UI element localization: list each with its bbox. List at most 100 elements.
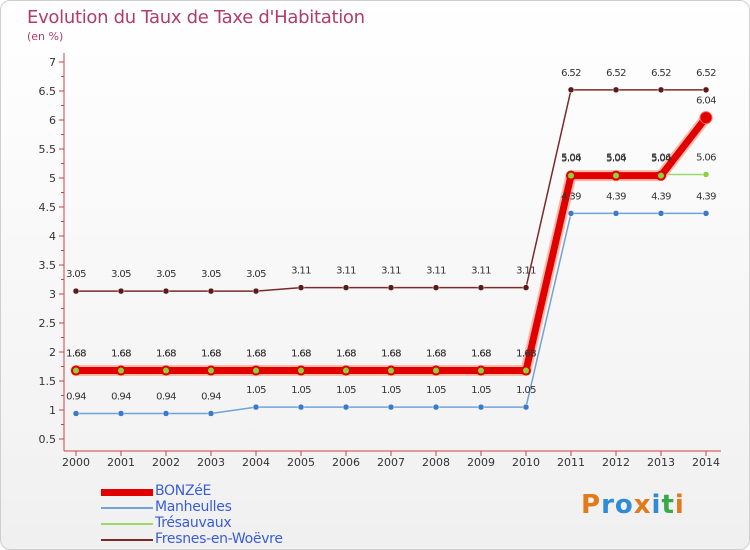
x-tick-label: 2011 (557, 456, 585, 469)
x-tick-label: 2007 (377, 456, 405, 469)
data-label: 1.68 (66, 349, 86, 360)
data-point (117, 410, 125, 417)
legend-label-bonzee: BONZéE (155, 483, 212, 499)
x-tick-label: 2013 (647, 456, 675, 469)
x-tick-label: 2004 (242, 456, 270, 469)
data-label: 6.04 (696, 96, 716, 107)
data-label: 3.11 (291, 266, 311, 277)
legend-swatch-bonzee (101, 489, 153, 496)
logo-letter: x (633, 490, 652, 520)
data-point (567, 210, 575, 217)
logo-letter: r (601, 490, 615, 520)
y-tick-label: 3.5 (39, 259, 57, 272)
data-label: 5.06 (651, 153, 671, 164)
data-point (702, 86, 710, 94)
data-label: 1.68 (471, 349, 491, 360)
data-label: 1.68 (111, 349, 131, 360)
y-tick-label: 5.5 (39, 143, 57, 156)
data-point (297, 403, 305, 411)
x-tick-label: 2005 (287, 456, 315, 469)
data-point (657, 86, 665, 94)
legend-swatch-tresauvaux (101, 523, 153, 525)
data-label: 1.68 (426, 349, 446, 360)
data-label: 1.68 (336, 349, 356, 360)
data-label: 0.94 (66, 391, 86, 402)
x-tick-label: 2002 (152, 456, 180, 469)
data-label: 6.52 (696, 68, 716, 79)
data-label: 3.11 (336, 266, 356, 277)
data-point (612, 86, 620, 94)
data-label: 3.05 (66, 269, 86, 280)
data-point (702, 171, 710, 178)
data-point (387, 403, 395, 411)
data-point (432, 284, 440, 291)
y-tick-label: 3 (49, 288, 56, 301)
data-point (342, 403, 350, 411)
legend-label-fresnes: Fresnes-en-Woëvre (155, 531, 283, 547)
data-label: 3.05 (246, 269, 266, 280)
chart-title: Evolution du Taux de Taxe d'Habitation (27, 7, 365, 28)
logo-letter: o (614, 490, 634, 520)
data-point (207, 287, 215, 295)
data-label: 1.68 (516, 349, 536, 360)
data-label: 1.05 (381, 385, 401, 396)
data-label: 1.05 (426, 385, 446, 396)
y-tick-label: 2 (49, 346, 56, 359)
data-label: 5.06 (561, 153, 581, 164)
data-point (297, 284, 305, 291)
data-point (477, 284, 485, 291)
data-label: 1.68 (66, 349, 86, 360)
data-label: 6.52 (561, 68, 581, 79)
data-label: 3.05 (111, 269, 131, 280)
data-label: 1.68 (336, 349, 356, 360)
data-point (208, 367, 214, 374)
data-label: 3.11 (516, 266, 536, 277)
legend-item-bonzee: BONZéE (101, 483, 361, 500)
logo-letter: t (661, 490, 675, 520)
data-point (343, 367, 349, 374)
data-label: 3.05 (201, 269, 221, 280)
legend-label-manheulles: Manheulles (155, 499, 232, 515)
data-label: 1.68 (156, 349, 176, 360)
data-label: 0.94 (156, 391, 176, 402)
data-point (207, 410, 215, 417)
data-label: 4.39 (651, 191, 671, 202)
y-tick-label: 4.5 (39, 201, 57, 214)
data-point (523, 367, 529, 374)
y-tick-label: 4 (49, 230, 56, 243)
data-label: 1.68 (426, 349, 446, 360)
data-point (117, 287, 125, 295)
data-label: 0.94 (201, 391, 221, 402)
data-label: 3.11 (471, 266, 491, 277)
data-label: 1.68 (381, 349, 401, 360)
data-label: 1.68 (201, 349, 221, 360)
data-point (612, 210, 620, 217)
data-label: 1.68 (156, 349, 176, 360)
x-tick-label: 2006 (332, 456, 360, 469)
data-label: 1.68 (516, 349, 536, 360)
data-label: 1.05 (246, 385, 266, 396)
data-point (613, 172, 619, 179)
y-tick-label: 6 (49, 114, 56, 127)
logo-letter: i (651, 490, 662, 520)
data-point (253, 367, 259, 374)
x-tick-label: 2014 (692, 456, 720, 469)
data-point (432, 403, 440, 411)
chart-subtitle: (en %) (27, 30, 64, 43)
x-tick-label: 2008 (422, 456, 450, 469)
data-point (162, 410, 170, 417)
data-label: 1.68 (201, 349, 221, 360)
data-point (568, 172, 574, 179)
legend-label-tresauvaux: Trésauvaux (155, 515, 232, 531)
data-label: 4.39 (606, 191, 626, 202)
data-point (702, 210, 710, 217)
data-label: 5.04 (651, 154, 671, 165)
data-label: 5.04 (606, 154, 626, 165)
data-point (522, 284, 530, 291)
data-label: 1.05 (336, 385, 356, 396)
data-point (73, 367, 79, 374)
data-point (252, 403, 260, 411)
x-tick-label: 2003 (197, 456, 225, 469)
y-tick-label: 5 (49, 172, 56, 185)
